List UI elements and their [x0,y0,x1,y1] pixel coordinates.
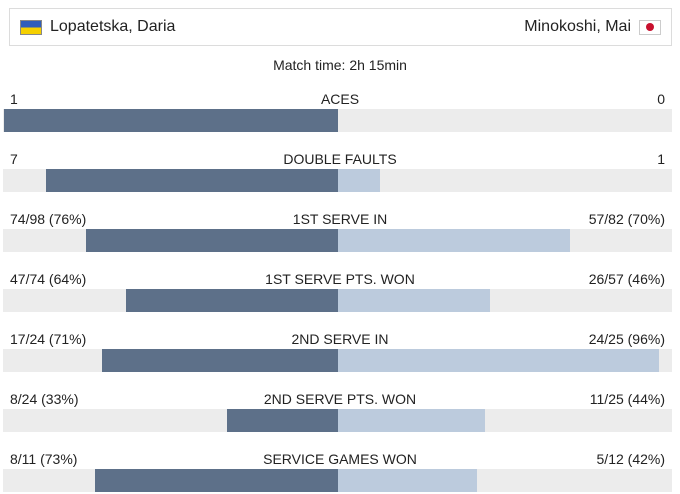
stat-bar-left [46,169,338,192]
stat-right-value: 5/12 (42%) [596,451,665,467]
stat-bar-track [3,349,672,372]
stat-right-value: 57/82 (70%) [588,211,665,227]
stat-bar-left [4,109,338,132]
stat-bar-right [338,409,485,432]
stat-label: 1ST SERVE IN [292,211,388,227]
player-right[interactable]: Minokoshi, Mai [524,18,661,36]
stat-bar-track [3,169,672,192]
stat-label: 2ND SERVE IN [291,331,389,347]
stat-label: SERVICE GAMES WON [263,451,417,467]
stat-row: 1 ACES 0 [0,90,680,150]
japan-flag-icon [639,19,661,35]
stat-row: 47/74 (64%) 1ST SERVE PTS. WON 26/57 (46%) [0,270,680,330]
stat-bar-track [3,469,672,492]
stat-bar-left [86,229,338,252]
stat-left-value: 47/74 (64%) [10,271,87,287]
ukraine-flag-icon [20,19,42,35]
stat-label: 1ST SERVE PTS. WON [265,271,415,287]
player-left-name[interactable]: Lopatetska, Daria [50,18,176,35]
stat-right-value: 0 [657,91,665,107]
match-time: Match time: 2h 15min [273,57,407,73]
stat-label: ACES [320,91,360,107]
player-right-name[interactable]: Minokoshi, Mai [524,18,631,35]
stat-right-value: 1 [657,151,665,167]
match-header: Lopatetska, Daria Minokoshi, Mai [9,8,672,46]
stat-bar-track [3,109,672,132]
stat-bar-left [95,469,338,492]
stat-left-value: 8/24 (33%) [10,391,79,407]
stat-label: 2ND SERVE PTS. WON [263,391,417,407]
stat-bar-track [3,229,672,252]
stat-left-value: 7 [10,151,18,167]
stat-bar-right [338,289,490,312]
stat-right-value: 11/25 (44%) [589,391,665,407]
stat-bar-track [3,409,672,432]
stat-bar-left [227,409,338,432]
stat-right-value: 26/57 (46%) [588,271,665,287]
player-left[interactable]: Lopatetska, Daria [20,18,175,36]
stat-left-value: 74/98 (76%) [10,211,87,227]
stat-bar-right [338,349,659,372]
stat-row: 7 DOUBLE FAULTS 1 [0,150,680,210]
stat-left-value: 8/11 (73%) [10,451,78,467]
stat-row: 74/98 (76%) 1ST SERVE IN 57/82 (70%) [0,210,680,270]
stat-bar-right [338,229,570,252]
stat-row: 8/11 (73%) SERVICE GAMES WON 5/12 (42%) [0,450,680,494]
stat-bar-left [126,289,338,312]
stat-label: DOUBLE FAULTS [283,151,397,167]
stat-bar-left [102,349,338,372]
stat-bar-track [3,289,672,312]
stat-left-value: 17/24 (71%) [10,331,87,347]
stat-bar-right [338,469,477,492]
stat-left-value: 1 [10,91,18,107]
stat-row: 8/24 (33%) 2ND SERVE PTS. WON 11/25 (44%) [0,390,680,450]
stat-right-value: 24/25 (96%) [588,331,665,347]
stat-bar-right [338,169,380,192]
stat-row: 17/24 (71%) 2ND SERVE IN 24/25 (96%) [0,330,680,390]
